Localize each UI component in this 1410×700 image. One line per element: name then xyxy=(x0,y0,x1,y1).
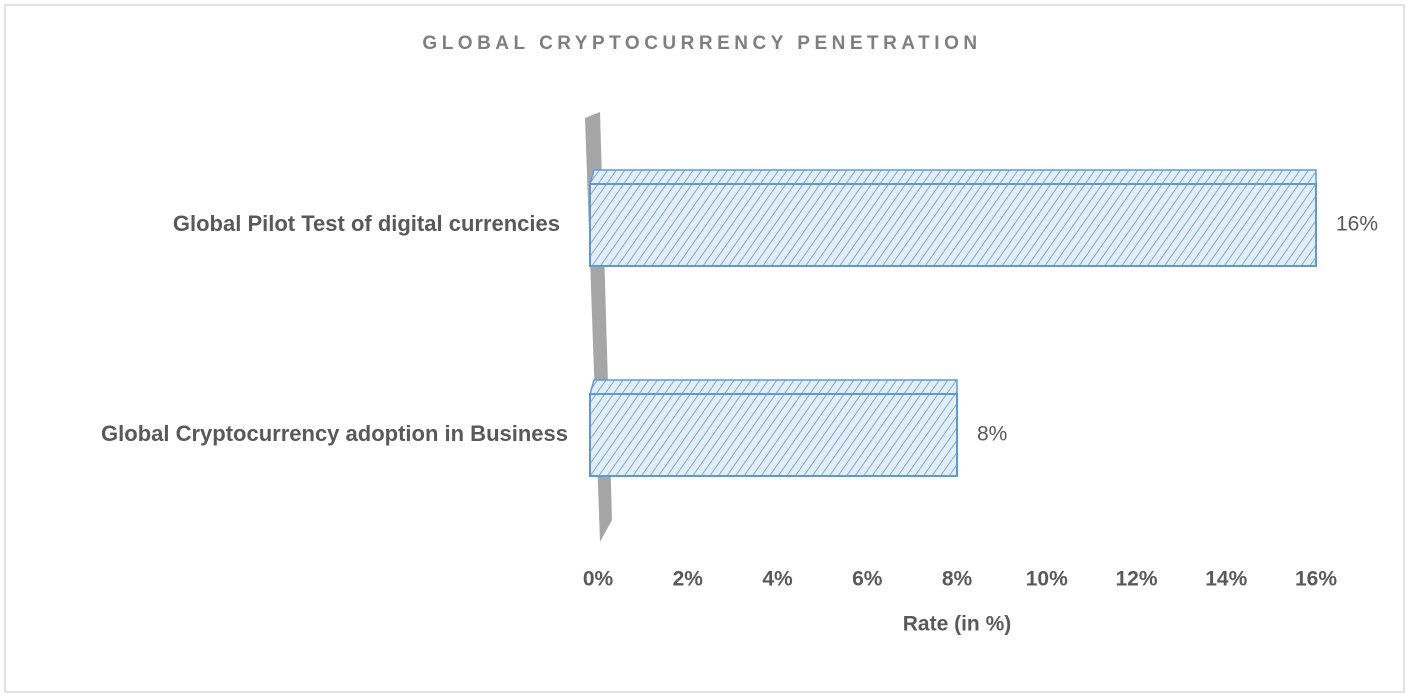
x-tick-label: 16% xyxy=(1295,568,1337,591)
y-tick-label: Global Pilot Test of digital currencies xyxy=(173,211,560,236)
bar xyxy=(589,183,1317,267)
chart-title: GLOBAL CRYPTOCURRENCY PENETRATION xyxy=(422,33,981,54)
y-tick-label: Global Cryptocurrency adoption in Busine… xyxy=(101,421,568,446)
x-tick-label: 12% xyxy=(1115,568,1157,591)
bar-top xyxy=(589,379,958,395)
x-tick-label: 8% xyxy=(942,568,973,591)
x-tick-label: 14% xyxy=(1205,568,1247,591)
x-tick-label: 4% xyxy=(762,568,793,591)
chart-border xyxy=(4,4,1405,693)
data-label: 16% xyxy=(1336,213,1378,236)
x-tick-label: 0% xyxy=(583,568,614,591)
x-tick-label: 10% xyxy=(1026,568,1068,591)
bar xyxy=(589,393,958,477)
x-tick-label: 6% xyxy=(852,568,883,591)
bar-top xyxy=(589,169,1317,185)
data-label: 8% xyxy=(977,423,1007,446)
x-tick-label: 2% xyxy=(673,568,704,591)
x-axis-title: Rate (in %) xyxy=(903,613,1012,636)
